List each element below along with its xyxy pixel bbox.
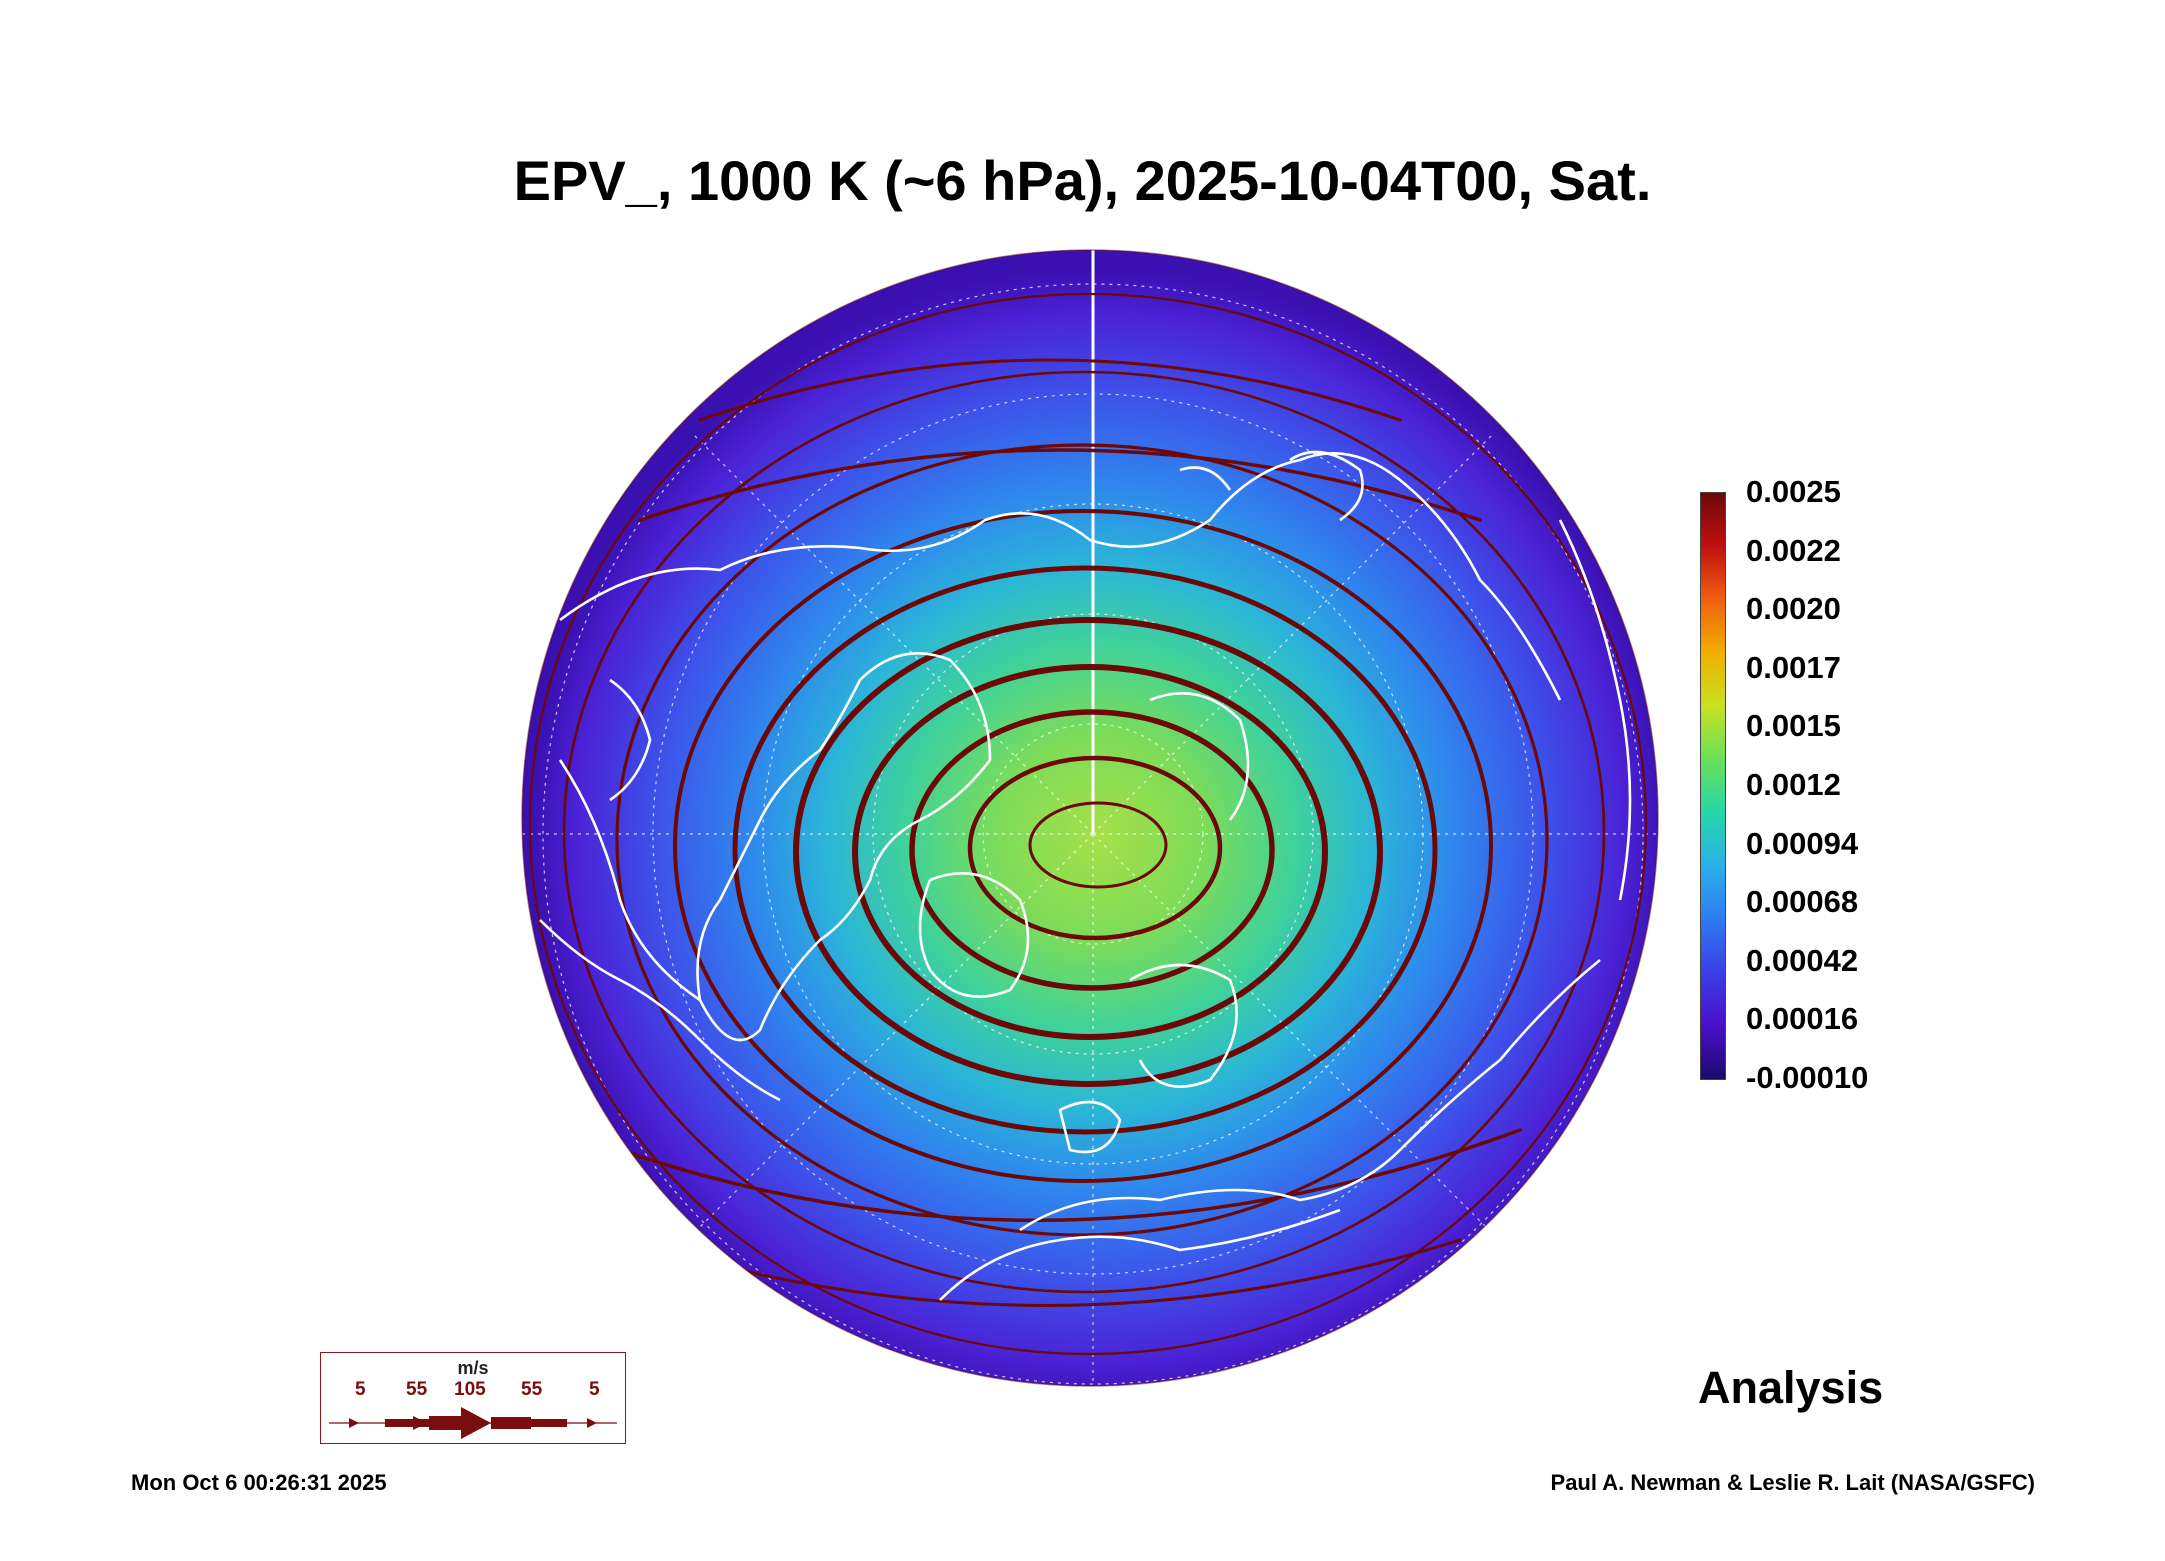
coastlines — [539, 450, 1632, 1301]
colorbar-tick: 0.0025 — [1746, 474, 1841, 509]
colorbar-tick: 0.0015 — [1746, 708, 1841, 744]
wind-speed-legend: m/s 5 55 105 55 5 — [320, 1352, 626, 1444]
credit: Paul A. Newman & Leslie R. Lait (NASA/GS… — [1550, 1470, 2035, 1495]
legend-unit: m/s — [457, 1358, 489, 1378]
legend-value: 55 — [521, 1379, 543, 1400]
graticule — [522, 283, 1658, 1386]
streamlines — [522, 250, 1658, 1386]
colorbar-tick: 0.0012 — [1746, 767, 1841, 802]
colorbar-tick: 0.0020 — [1746, 591, 1841, 627]
colorbar — [1700, 492, 1726, 1080]
colorbar-tick: 0.0022 — [1746, 532, 1841, 568]
map-title: EPV_, 1000 K (~6 hPa), 2025-10-04T00, Sa… — [513, 149, 1652, 212]
colorbar-tick: -0.00010 — [1746, 1060, 1869, 1095]
colorbar-tick: 0.00042 — [1746, 942, 1859, 978]
legend-value: 5 — [589, 1379, 600, 1400]
colorbar-tick: 0.0017 — [1746, 649, 1841, 685]
colorbar-tick: 0.00068 — [1746, 884, 1859, 920]
legend-value: 55 — [406, 1379, 428, 1400]
legend-value: 5 — [355, 1379, 366, 1400]
timestamp: Mon Oct 6 00:26:31 2025 — [131, 1470, 387, 1495]
legend-value: 105 — [454, 1379, 486, 1400]
colorbar-tick: 0.00016 — [1746, 1001, 1859, 1037]
legend-arrow-scale — [329, 1407, 617, 1439]
colorbar-ticks: 0.0025 0.0022 0.0020 0.0017 0.0015 0.001… — [1746, 470, 1916, 1100]
analysis-label: Analysis — [1698, 1362, 1884, 1413]
colorbar-tick: 0.00094 — [1746, 825, 1859, 861]
